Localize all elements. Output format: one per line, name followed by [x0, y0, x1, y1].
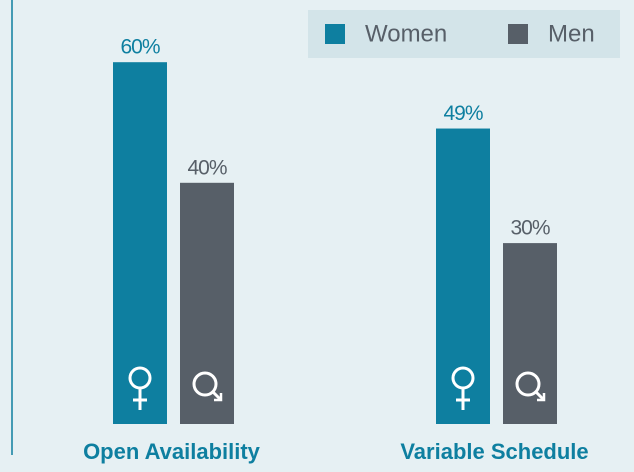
category-label: Open Availability — [83, 439, 261, 464]
male-icon — [515, 371, 541, 397]
value-label: 49% — [443, 102, 482, 125]
male-icon — [533, 389, 545, 401]
legend-label: Women — [365, 20, 447, 47]
bar — [503, 243, 557, 424]
male-icon — [210, 389, 222, 401]
male-icon — [214, 393, 223, 402]
male-icon — [537, 393, 546, 402]
bar — [113, 62, 167, 424]
bar — [180, 182, 234, 424]
legend-swatch — [508, 24, 528, 44]
legend-swatch — [325, 24, 345, 44]
value-label: 60% — [120, 36, 159, 59]
legend-label: Men — [548, 20, 595, 47]
category-label: Variable Schedule — [400, 439, 588, 464]
male-icon — [192, 371, 218, 397]
value-label: 40% — [187, 156, 226, 179]
bar — [436, 128, 490, 424]
legend-box — [308, 10, 620, 58]
value-label: 30% — [510, 217, 549, 240]
